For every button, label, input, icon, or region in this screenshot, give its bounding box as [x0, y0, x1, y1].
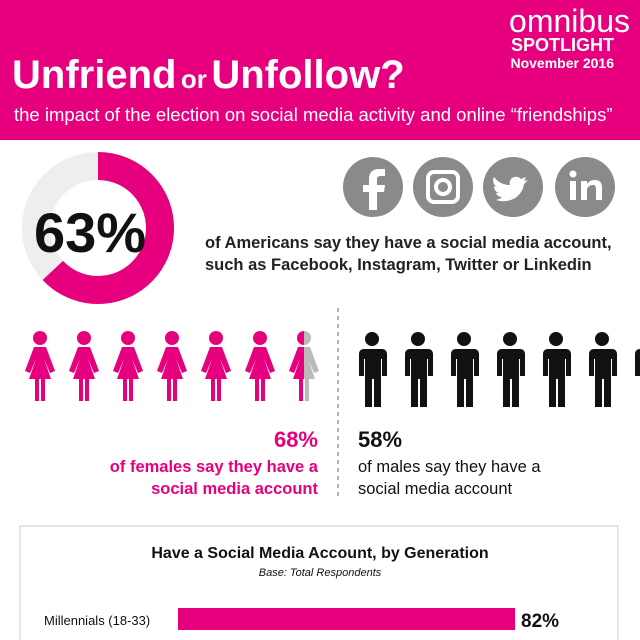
title-part: Unfriend	[12, 53, 176, 97]
overall-text: of Americans say they have a social medi…	[205, 234, 612, 252]
value-label: 82%	[521, 611, 559, 632]
title-or: or	[181, 64, 207, 94]
twitter-glyph	[493, 176, 528, 202]
females-value: 68%	[274, 427, 318, 452]
overall-text: such as Facebook, Instagram, Twitter or …	[205, 256, 592, 274]
donut-arc	[42, 152, 174, 304]
males-value: 58%	[358, 427, 402, 452]
category-label: Millennials (18-33)	[44, 613, 150, 628]
facebook-glyph	[363, 169, 385, 210]
instagram-icon	[413, 157, 473, 217]
males-text: of males say they have a	[358, 458, 541, 476]
chart-subtitle: Base: Total Respondents	[259, 567, 382, 579]
chart-title: Have a Social Media Account, by Generati…	[151, 545, 488, 562]
females-text: of females say they have a	[110, 458, 319, 476]
spotlight: SPOTLIGHT	[511, 35, 614, 55]
linkedin-glyph	[581, 180, 602, 200]
males-text: social media account	[358, 480, 512, 498]
title-part: Unfollow?	[211, 53, 404, 97]
title: Unfriend or Unfollow?	[12, 53, 405, 97]
social-icons	[343, 157, 615, 217]
linkedin-glyph	[569, 170, 577, 178]
date: November 2016	[510, 55, 614, 71]
females-text: social media account	[151, 480, 318, 498]
subtitle: the impact of the election on social med…	[14, 104, 613, 125]
header-band	[0, 0, 640, 140]
donut	[22, 152, 174, 304]
instagram-glyph	[434, 178, 452, 196]
bar-chart: Millennials (18-33) 82%	[44, 608, 559, 632]
linkedin-glyph	[570, 181, 576, 200]
instagram-glyph	[426, 170, 460, 204]
overall-value: 63%	[34, 201, 146, 264]
brand: omnibus	[509, 3, 630, 39]
bar	[178, 608, 516, 630]
